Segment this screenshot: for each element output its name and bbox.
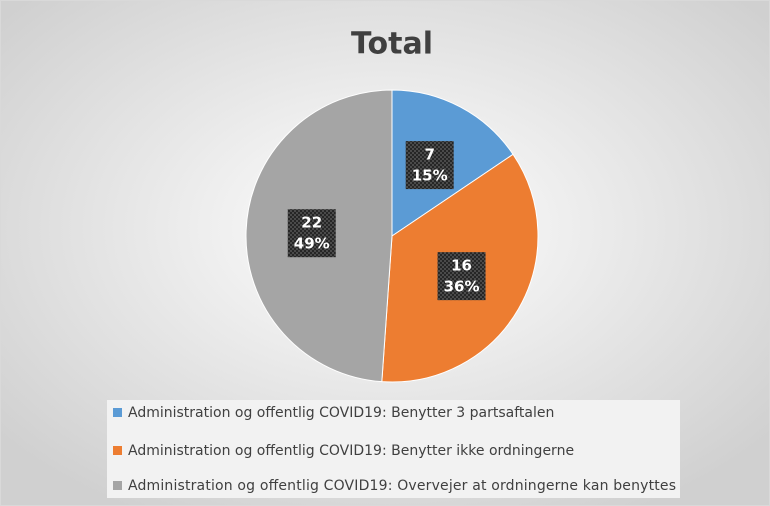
data-label-percent: 49% bbox=[294, 235, 330, 253]
data-label-percent: 36% bbox=[444, 278, 480, 296]
legend-swatch bbox=[113, 446, 122, 455]
data-label-percent: 15% bbox=[412, 167, 448, 185]
legend-label: Administration og offentlig COVID19: Ben… bbox=[128, 443, 574, 459]
legend-swatch bbox=[113, 408, 122, 417]
data-label-box bbox=[287, 209, 336, 258]
legend-label: Administration og offentlig COVID19: Ove… bbox=[128, 478, 676, 494]
data-label-value: 7 bbox=[424, 146, 434, 164]
legend-background bbox=[107, 400, 680, 498]
data-label-box bbox=[405, 141, 454, 190]
chart-title: Total bbox=[351, 27, 433, 62]
legend-swatch bbox=[113, 481, 122, 490]
legend-label: Administration og offentlig COVID19: Ben… bbox=[128, 405, 554, 421]
data-label-value: 22 bbox=[301, 214, 322, 232]
data-label-value: 16 bbox=[451, 257, 472, 275]
data-label-box bbox=[437, 252, 486, 301]
